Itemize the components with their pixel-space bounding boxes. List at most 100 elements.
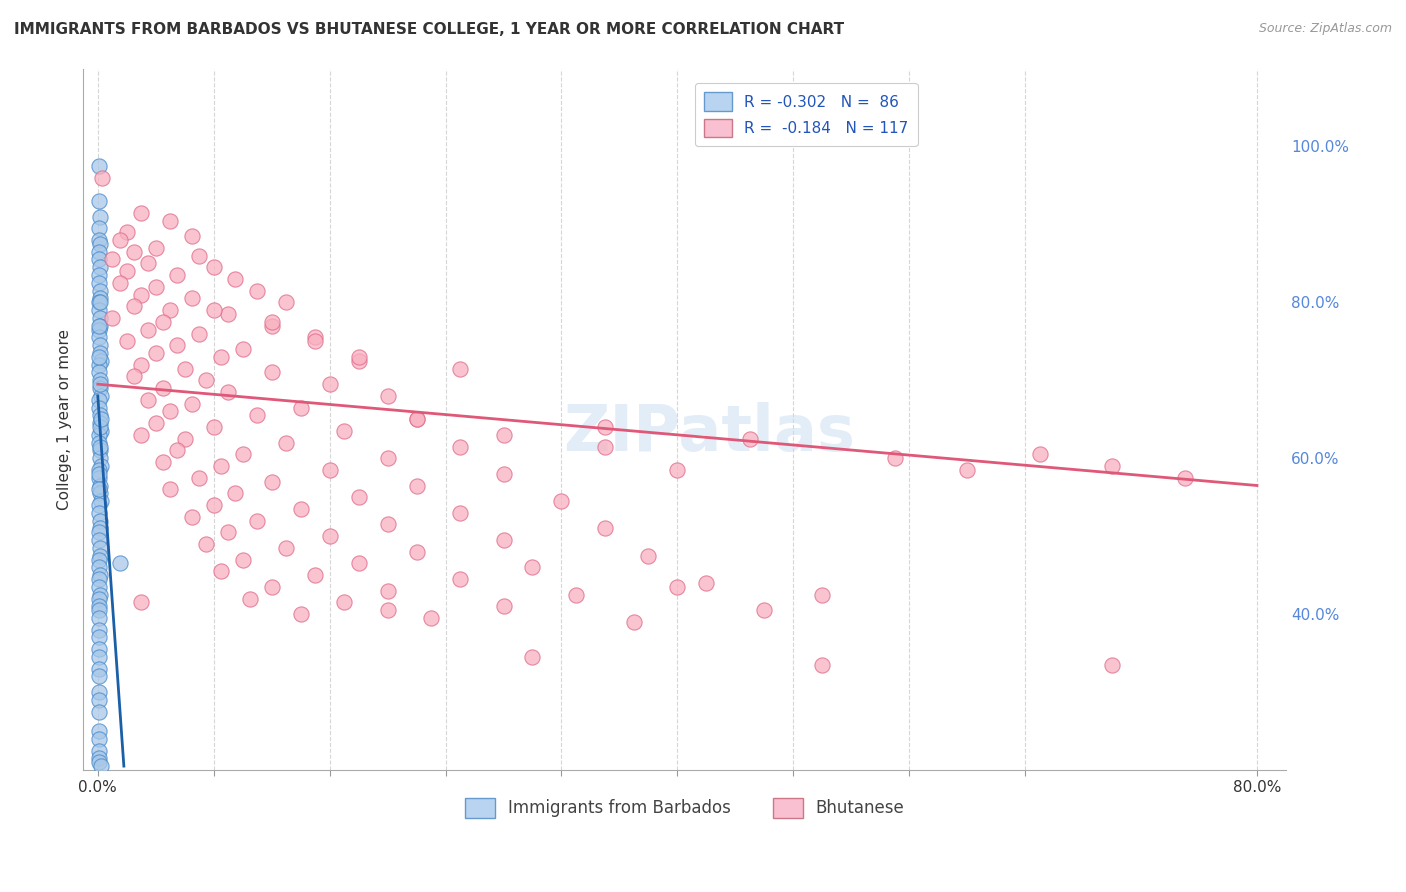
Point bbox=[246, 514, 269, 528]
Point bbox=[246, 284, 269, 298]
Point bbox=[87, 623, 110, 637]
Point bbox=[89, 541, 111, 555]
Point bbox=[108, 233, 131, 247]
Point bbox=[202, 498, 225, 512]
Point bbox=[347, 490, 370, 504]
Point bbox=[492, 599, 515, 614]
Text: IMMIGRANTS FROM BARBADOS VS BHUTANESE COLLEGE, 1 YEAR OR MORE CORRELATION CHART: IMMIGRANTS FROM BARBADOS VS BHUTANESE CO… bbox=[14, 22, 844, 37]
Point bbox=[811, 588, 834, 602]
Point bbox=[492, 533, 515, 547]
Point bbox=[333, 424, 356, 438]
Point bbox=[87, 427, 110, 442]
Point bbox=[87, 159, 110, 173]
Point bbox=[89, 467, 111, 481]
Point bbox=[276, 541, 298, 555]
Point bbox=[145, 241, 167, 255]
Point bbox=[87, 751, 110, 765]
Point bbox=[87, 580, 110, 594]
Point bbox=[145, 279, 167, 293]
Point bbox=[666, 463, 689, 477]
Point bbox=[209, 350, 232, 364]
Point bbox=[159, 303, 181, 318]
Point bbox=[1101, 458, 1123, 473]
Point bbox=[304, 330, 326, 344]
Point bbox=[115, 264, 138, 278]
Point bbox=[89, 568, 111, 582]
Point bbox=[138, 323, 160, 337]
Point bbox=[405, 412, 427, 426]
Point bbox=[209, 458, 232, 473]
Point bbox=[87, 366, 110, 380]
Point bbox=[152, 381, 174, 395]
Point bbox=[87, 693, 110, 707]
Point bbox=[1028, 447, 1050, 461]
Point bbox=[89, 588, 111, 602]
Point bbox=[209, 564, 232, 578]
Point bbox=[115, 225, 138, 239]
Point bbox=[87, 603, 110, 617]
Point bbox=[87, 323, 110, 337]
Point bbox=[87, 560, 110, 574]
Point bbox=[89, 233, 111, 247]
Point bbox=[89, 284, 111, 298]
Point bbox=[449, 440, 471, 454]
Point bbox=[87, 506, 110, 520]
Point bbox=[754, 603, 776, 617]
Point bbox=[224, 272, 246, 286]
Point bbox=[623, 615, 645, 629]
Point bbox=[90, 494, 112, 508]
Point bbox=[260, 315, 283, 329]
Point bbox=[304, 568, 326, 582]
Point bbox=[492, 467, 515, 481]
Point bbox=[87, 591, 110, 606]
Point bbox=[91, 170, 114, 185]
Point bbox=[217, 525, 239, 540]
Point bbox=[89, 443, 111, 458]
Point bbox=[87, 755, 110, 769]
Point bbox=[217, 384, 239, 399]
Point bbox=[87, 358, 110, 372]
Point bbox=[347, 353, 370, 368]
Point bbox=[217, 307, 239, 321]
Point bbox=[276, 295, 298, 310]
Point bbox=[695, 576, 717, 591]
Point bbox=[89, 346, 111, 360]
Point bbox=[166, 443, 188, 458]
Point bbox=[87, 401, 110, 415]
Point bbox=[108, 276, 131, 290]
Point bbox=[129, 358, 152, 372]
Point bbox=[129, 205, 152, 219]
Point bbox=[195, 537, 218, 551]
Point bbox=[173, 361, 195, 376]
Legend: Immigrants from Barbados, Bhutanese: Immigrants from Barbados, Bhutanese bbox=[458, 791, 911, 825]
Point bbox=[550, 494, 572, 508]
Point bbox=[232, 552, 254, 566]
Point bbox=[87, 268, 110, 282]
Point bbox=[87, 244, 110, 259]
Point bbox=[87, 705, 110, 719]
Point bbox=[377, 517, 399, 532]
Point bbox=[202, 420, 225, 434]
Point bbox=[87, 194, 110, 208]
Point bbox=[202, 303, 225, 318]
Point bbox=[152, 455, 174, 469]
Point bbox=[122, 244, 145, 259]
Point bbox=[87, 724, 110, 739]
Point bbox=[377, 603, 399, 617]
Point bbox=[89, 486, 111, 500]
Point bbox=[87, 498, 110, 512]
Point bbox=[522, 560, 544, 574]
Point bbox=[260, 318, 283, 333]
Point bbox=[89, 420, 111, 434]
Point bbox=[224, 486, 246, 500]
Point bbox=[89, 338, 111, 352]
Point bbox=[87, 330, 110, 344]
Point bbox=[87, 318, 110, 333]
Point bbox=[377, 583, 399, 598]
Point bbox=[87, 350, 110, 364]
Point bbox=[405, 412, 427, 426]
Point bbox=[129, 287, 152, 301]
Point bbox=[738, 432, 761, 446]
Point bbox=[87, 221, 110, 235]
Point bbox=[89, 514, 111, 528]
